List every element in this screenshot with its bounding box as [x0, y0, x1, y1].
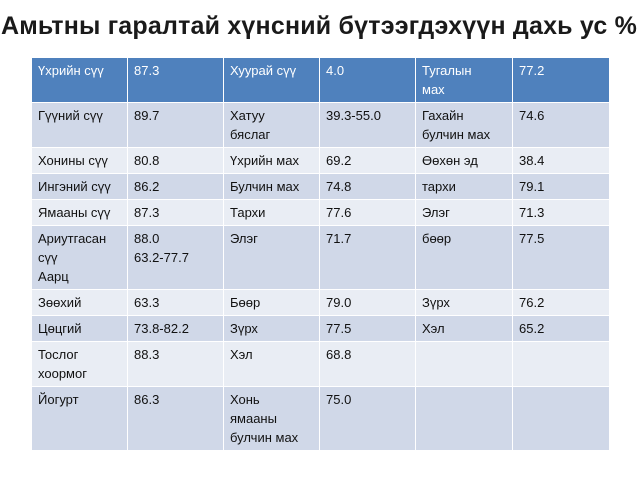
table-row: Ингэний сүү 86.2 Булчин мах 74.8 тархи 79.1 — [31, 173, 610, 200]
table-cell: 88.0 63.2-77.7 — [127, 225, 224, 290]
water-content-table: Үхрийн сүү 87.3 Хуурай сүү 4.0 Тугалын мах 77… — [31, 57, 610, 451]
table-cell: Йогурт — [31, 386, 128, 451]
table-row: Йогурт 86.3 Хонь ямааны булчин мах 75.0 — [31, 386, 610, 451]
slide-title: Амьтны гаралтай хүнсний бүтээгдэхүүн дах… — [0, 12, 638, 40]
table-cell: 89.7 — [127, 102, 224, 148]
table-cell: Ариутгасан сүү Аарц — [31, 225, 128, 290]
table-cell: 74.8 — [319, 173, 416, 200]
table-cell: Ямааны сүү — [31, 199, 128, 226]
table-row: Хонины сүү 80.8 Үхрийн мах 69.2 Өөхөн эд 38.4 — [31, 147, 610, 174]
table-cell: Элэг — [415, 199, 513, 226]
table-cell: Зүрх — [415, 289, 513, 316]
table-cell: 75.0 — [319, 386, 416, 451]
table-cell: Бөөр — [223, 289, 320, 316]
table-row: Цөцгий 73.8-82.2 Зүрх 77.5 Хэл 65.2 — [31, 315, 610, 342]
table-cell: 77.2 — [512, 57, 610, 103]
table-row: Ариутгасан сүү Аарц 88.0 63.2-77.7 Элэг 71.… — [31, 225, 610, 290]
table-cell: Үхрийн сүү — [31, 57, 128, 103]
table-cell: 4.0 — [319, 57, 416, 103]
table-cell: 79.1 — [512, 173, 610, 200]
table-cell: 38.4 — [512, 147, 610, 174]
table-row: Гүүний сүү 89.7 Хатуу бяслаг 39.3-55.0 Гахай… — [31, 102, 610, 148]
table-cell: Хуурай сүү — [223, 57, 320, 103]
table-cell: 71.3 — [512, 199, 610, 226]
table-cell: Зөөхий — [31, 289, 128, 316]
table-header-row: Үхрийн сүү 87.3 Хуурай сүү 4.0 Тугалын мах 77… — [31, 57, 610, 103]
table-cell: 80.8 — [127, 147, 224, 174]
table-cell: 86.3 — [127, 386, 224, 451]
table-cell: Тослог хоормог — [31, 341, 128, 387]
table-cell: Тархи — [223, 199, 320, 226]
table-cell: 77.5 — [512, 225, 610, 290]
table-cell: 69.2 — [319, 147, 416, 174]
table-cell: 71.7 — [319, 225, 416, 290]
table-cell: 79.0 — [319, 289, 416, 316]
table-cell — [415, 341, 513, 387]
table-row: Тослог хоормог 88.3 Хэл 68.8 — [31, 341, 610, 387]
table-cell — [415, 386, 513, 451]
table-row: Зөөхий 63.3 Бөөр 79.0 Зүрх 76.2 — [31, 289, 610, 316]
table-cell: Булчин мах — [223, 173, 320, 200]
table-cell: Хатуу бяслаг — [223, 102, 320, 148]
table-cell — [512, 341, 610, 387]
table-cell: 63.3 — [127, 289, 224, 316]
table-cell: 88.3 — [127, 341, 224, 387]
table-cell: Тугалын мах — [415, 57, 513, 103]
table-cell: 76.2 — [512, 289, 610, 316]
table-cell: бөөр — [415, 225, 513, 290]
table-cell: 74.6 — [512, 102, 610, 148]
table-cell: 73.8-82.2 — [127, 315, 224, 342]
table-cell: Хэл — [415, 315, 513, 342]
table-cell: Гахайн булчин мах — [415, 102, 513, 148]
table-cell: Элэг — [223, 225, 320, 290]
table-cell: 87.3 — [127, 57, 224, 103]
table-cell: 39.3-55.0 — [319, 102, 416, 148]
table-cell — [512, 386, 610, 451]
table-cell: Гүүний сүү — [31, 102, 128, 148]
table-cell: тархи — [415, 173, 513, 200]
table-cell: 77.6 — [319, 199, 416, 226]
table-cell: Ингэний сүү — [31, 173, 128, 200]
table-cell: 68.8 — [319, 341, 416, 387]
table-cell: 65.2 — [512, 315, 610, 342]
table-cell: Өөхөн эд — [415, 147, 513, 174]
table-cell: Хонины сүү — [31, 147, 128, 174]
table-cell: Хонь ямааны булчин мах — [223, 386, 320, 451]
table-cell: 87.3 — [127, 199, 224, 226]
table-cell: Цөцгий — [31, 315, 128, 342]
table-cell: Үхрийн мах — [223, 147, 320, 174]
table-row: Ямааны сүү 87.3 Тархи 77.6 Элэг 71.3 — [31, 199, 610, 226]
table-cell: 86.2 — [127, 173, 224, 200]
table-cell: Хэл — [223, 341, 320, 387]
table-cell: Зүрх — [223, 315, 320, 342]
table-cell: 77.5 — [319, 315, 416, 342]
